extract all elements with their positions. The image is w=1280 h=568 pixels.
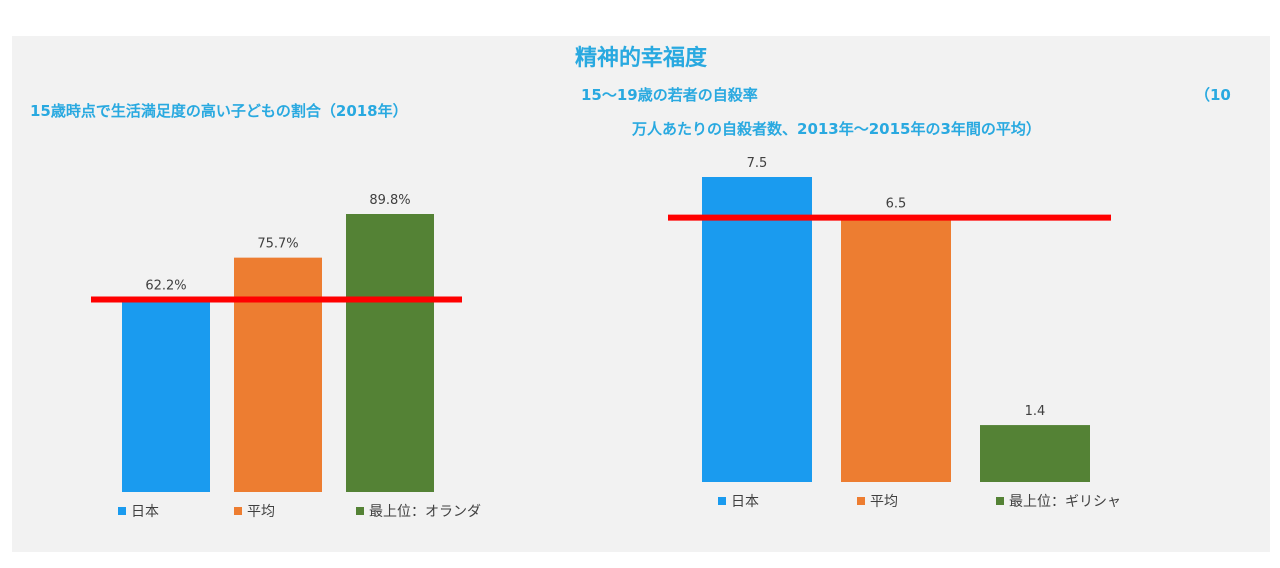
chart1-data-label-3: 89.8%	[369, 193, 410, 208]
chart1-legend-swatch-3	[356, 507, 364, 515]
chart1-bar-1	[122, 299, 210, 492]
chart2-legend-swatch-1	[718, 497, 726, 505]
left-chart-title: 15歳時点で生活満足度の高い子どもの割合（2018年）	[30, 102, 408, 120]
chart1-bar-2	[234, 257, 322, 492]
chart1-legend-label-1: 日本	[131, 504, 159, 520]
chart2-legend-label-2: 平均	[870, 494, 898, 510]
chart1-legend-swatch-2	[234, 507, 242, 515]
chart-panel: 精神的幸福度 15歳時点で生活満足度の高い子どもの割合（2018年） 15〜19…	[12, 36, 1270, 552]
chart1-data-label-1: 62.2%	[145, 278, 186, 293]
chart2-bar-3	[980, 425, 1090, 482]
chart2-legend-label-3: 最上位：ギリシャ	[1009, 494, 1121, 510]
chart2-data-label-1: 7.5	[747, 156, 768, 171]
chart1-bar-3	[346, 214, 434, 492]
chart2-data-label-3: 1.4	[1025, 404, 1046, 419]
chart2-bar-2	[841, 217, 951, 482]
chart1-data-label-2: 75.7%	[257, 237, 298, 252]
chart2-bar-1	[702, 177, 812, 482]
chart2-data-label-2: 6.5	[886, 197, 907, 212]
main-title: 精神的幸福度	[574, 46, 707, 71]
chart2-legend-swatch-3	[996, 497, 1004, 505]
right-chart-title-line1: 15〜19歳の若者の自殺率	[581, 86, 758, 104]
chart2-legend-label-1: 日本	[731, 494, 759, 510]
right-chart-title-line2: 万人あたりの自殺者数、2013年〜2015年の3年間の平均）	[632, 120, 1041, 138]
chart1-legend-label-3: 最上位：オランダ	[369, 504, 481, 520]
right-chart-title-paren: （10	[1195, 86, 1231, 104]
chart2-legend-swatch-2	[857, 497, 865, 505]
chart1-legend-swatch-1	[118, 507, 126, 515]
chart1-legend-label-2: 平均	[247, 504, 275, 520]
